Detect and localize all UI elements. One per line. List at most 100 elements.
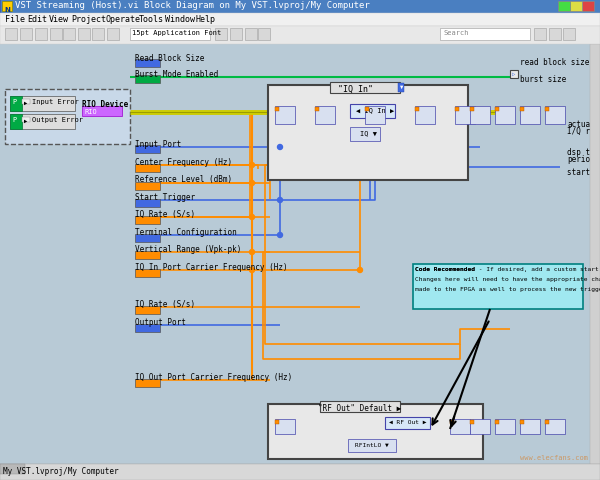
Bar [495,107,515,125]
Bar [135,60,160,68]
Bar [78,29,90,41]
Bar [63,29,75,41]
Bar [545,420,549,424]
Bar [35,29,47,41]
Bar [50,29,62,41]
Text: Tools: Tools [139,15,164,24]
Text: Help: Help [195,15,215,24]
Bar [455,108,459,112]
Text: RFIntLO ▼: RFIntLO ▼ [355,442,389,446]
Bar [135,200,160,207]
Text: View: View [49,15,69,24]
Text: Burst Mode Enabled: Burst Mode Enabled [135,70,218,79]
Text: IQ Rate (S/s): IQ Rate (S/s) [135,300,195,308]
Text: IQ Rate (S/s): IQ Rate (S/s) [135,210,195,218]
Bar [450,419,470,434]
Bar [82,107,122,117]
Bar [549,29,561,41]
Bar [10,115,22,130]
Bar [570,2,582,12]
Bar [0,14,600,27]
Bar [495,419,515,434]
Text: RIO: RIO [84,108,97,114]
Text: ◀ RF Out ▶: ◀ RF Out ▶ [389,419,427,424]
Bar [0,464,25,474]
Text: dsp transient: dsp transient [567,148,600,156]
Bar [315,107,335,125]
Bar [0,464,590,474]
Bar [450,420,454,424]
Text: ◀ IQ In ▶: ◀ IQ In ▶ [356,107,394,113]
Text: Code Recommended - If desired, add a custom start to: Code Recommended - If desired, add a cus… [415,266,600,271]
Bar [275,420,279,424]
Text: P: P [12,98,16,104]
Bar [520,107,540,125]
Bar [350,128,380,142]
Text: read block size: read block size [520,58,589,67]
Circle shape [278,198,283,203]
Text: My VST.lvproj/My Computer: My VST.lvproj/My Computer [3,466,119,475]
Bar [350,105,395,119]
Bar [455,107,475,125]
Bar [135,165,160,173]
Text: Changes here will need to have the appropriate changes: Changes here will need to have the appro… [415,276,600,281]
Bar [135,235,160,242]
Bar [415,107,435,125]
Bar [365,108,369,112]
Text: start trigger: start trigger [567,168,600,177]
Text: Output Port: Output Port [135,317,186,326]
Bar [510,71,518,79]
Text: IQ Out Port Carrier Frequency (Hz): IQ Out Port Carrier Frequency (Hz) [135,372,292,381]
Bar [398,84,404,93]
Bar [413,264,583,309]
Text: Search: Search [443,30,469,36]
Bar [545,107,565,125]
Bar [275,108,279,112]
Bar [315,108,319,112]
Bar [135,269,160,277]
Text: ▶: ▶ [24,101,27,106]
Text: "RF Out" Default ▶: "RF Out" Default ▶ [319,403,401,412]
Text: period: period [567,155,595,164]
Bar [10,97,75,112]
Bar [385,417,430,429]
Bar [20,29,32,41]
Bar [5,29,17,41]
Bar [135,324,160,332]
Text: Edit: Edit [27,15,47,24]
Bar [520,108,524,112]
Bar [470,419,490,434]
Circle shape [250,215,254,220]
Text: N: N [4,7,10,13]
Text: Center Frequency (Hz): Center Frequency (Hz) [135,157,232,167]
Text: Operate: Operate [105,15,140,24]
Bar [545,108,549,112]
Bar [495,420,499,424]
Bar [245,29,257,41]
Text: www.elecfans.com: www.elecfans.com [520,454,588,460]
Circle shape [278,145,283,150]
Bar [2,2,12,12]
Bar [275,419,295,434]
Bar [230,29,242,41]
Bar [0,464,600,480]
Bar [92,29,104,41]
Bar [22,100,30,105]
Bar [563,29,575,41]
Text: I/Q rate: I/Q rate [567,127,600,136]
Text: burst size: burst size [520,75,566,84]
Bar [520,420,524,424]
Text: IQ ▼: IQ ▼ [360,130,377,136]
Text: ▷: ▷ [512,72,515,77]
Bar [590,45,600,464]
Bar [495,108,499,112]
Text: File: File [5,15,25,24]
Bar [520,419,540,434]
Text: VST Streaming (Host).vi Block Diagram on My VST.lvproj/My Computer: VST Streaming (Host).vi Block Diagram on… [15,1,370,11]
Text: RIO Device: RIO Device [82,100,128,109]
Bar [0,0,600,14]
Bar [440,29,530,41]
Text: Terminal Configuration: Terminal Configuration [135,228,237,237]
Bar [135,306,160,314]
Bar [135,379,160,387]
